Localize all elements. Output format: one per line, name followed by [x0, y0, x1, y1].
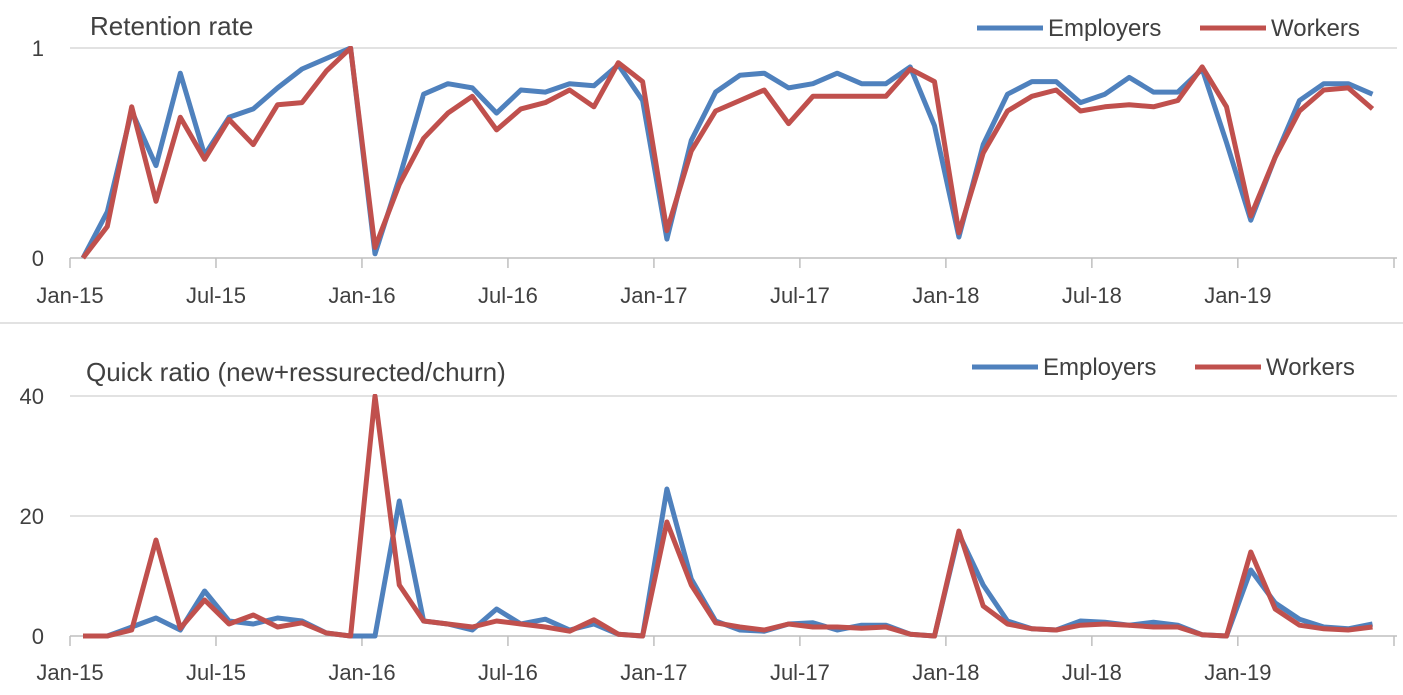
x-tick-label: Jan-18: [912, 283, 979, 308]
x-tick-label: Jul-18: [1062, 283, 1122, 308]
series-line-workers: [83, 394, 1373, 639]
series-line-workers: [81, 46, 1375, 260]
x-tick-label: Jan-15: [36, 283, 103, 308]
chart-title: Retention rate: [90, 11, 253, 41]
x-tick-label: Jan-19: [1204, 660, 1271, 685]
y-tick-label: 1: [32, 36, 44, 61]
y-tick-label: 20: [20, 504, 44, 529]
y-tick-label: 40: [20, 384, 44, 409]
legend-label-employers: Employers: [1043, 354, 1156, 381]
series-line-employers: [83, 486, 1373, 639]
x-tick-label: Jul-15: [186, 283, 246, 308]
x-tick-label: Jan-15: [36, 660, 103, 685]
x-tick-label: Jan-16: [328, 660, 395, 685]
x-tick-label: Jul-17: [770, 660, 830, 685]
x-tick-label: Jul-18: [1062, 660, 1122, 685]
series-line-employers: [80, 46, 1374, 260]
x-tick-label: Jul-17: [770, 283, 830, 308]
chart-panel-1: 0 1 Jan-15 Jul-15 Jan-16 Jul-16 Jan-17 Jul-17 Ja…: [32, 11, 1397, 308]
x-tick-label: Jan-19: [1204, 283, 1271, 308]
x-tick-label: Jan-16: [328, 283, 395, 308]
legend-label-workers: Workers: [1266, 354, 1355, 381]
chart-panel-2: 0 20 40 Jan-15 Jul-15 Jan-16 Jul-16 Jan-17 Jul-1…: [20, 354, 1397, 685]
x-tick-label: Jan-17: [620, 660, 687, 685]
legend-label-workers: Workers: [1271, 15, 1360, 42]
y-tick-label: 0: [32, 246, 44, 271]
chart-title: Quick ratio (new+ressurected/churn): [86, 357, 506, 387]
x-tick-label: Jan-17: [620, 283, 687, 308]
y-tick-label: 0: [32, 624, 44, 649]
x-tick-label: Jul-16: [478, 660, 538, 685]
x-tick-label: Jan-18: [912, 660, 979, 685]
x-tick-label: Jul-16: [478, 283, 538, 308]
x-tick-label: Jul-15: [186, 660, 246, 685]
legend-label-employers: Employers: [1048, 15, 1161, 42]
